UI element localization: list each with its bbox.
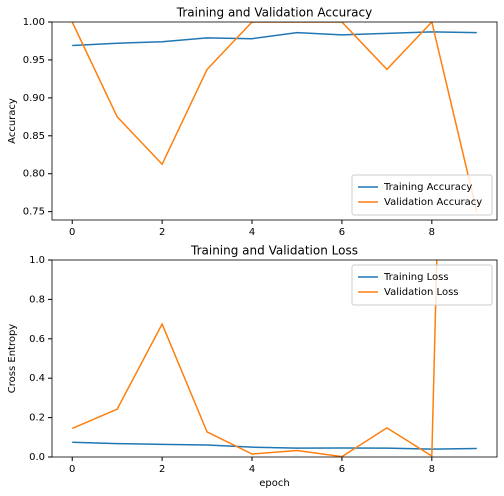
x-tick-label: 0	[69, 227, 75, 238]
y-tick-label: 1.0	[29, 255, 45, 266]
y-tick-label: 0.0	[29, 452, 45, 463]
legend-label: Training Accuracy	[383, 182, 472, 193]
y-tick-label: 0.4	[29, 373, 45, 384]
x-tick-label: 6	[339, 227, 345, 238]
subplot: 0.0 0.2 0.4 0.6 0.8 1.0 0 2 4 6 8 Training and Vali…	[7, 244, 498, 489]
legend-box	[351, 264, 493, 306]
y-tick-label: 0.2	[29, 413, 45, 424]
legend-box	[351, 174, 493, 216]
y-tick-label: 0.80	[23, 169, 45, 180]
legend-label: Training Loss	[383, 272, 449, 283]
y-tick-label: 0.90	[23, 93, 45, 104]
y-tick-label: 0.8	[29, 294, 45, 305]
x-tick-label: 0	[69, 464, 75, 475]
series-line	[71, 22, 478, 212]
series-line	[72, 31, 477, 47]
subplot-title: Training and Validation Accuracy	[176, 6, 372, 20]
legend-label: Validation Loss	[384, 287, 459, 298]
legend-label: Validation Accuracy	[384, 197, 482, 208]
x-tick-label: 4	[249, 464, 255, 475]
series-line	[71, 260, 438, 457]
subplot-title: Training and Validation Loss	[190, 244, 358, 258]
subplot: 0.75 0.80 0.85 0.90 0.95 1.00 0 2 4 6 8 Training an…	[7, 6, 498, 238]
y-tick-label: 0.75	[23, 207, 45, 218]
y-tick-label: 0.95	[23, 55, 45, 66]
x-tick-label: 4	[249, 227, 255, 238]
y-tick-label: 0.6	[29, 334, 45, 345]
y-tick-label: 1.00	[23, 17, 45, 28]
y-tick-label: 0.85	[23, 131, 45, 142]
series-line	[72, 441, 477, 450]
x-tick-label: 2	[159, 227, 165, 238]
y-axis-label: Cross Entropy	[7, 324, 18, 394]
x-tick-label: 6	[339, 464, 345, 475]
x-tick-label: 8	[429, 227, 435, 238]
y-axis-label: Accuracy	[7, 98, 18, 144]
x-axis-label: epoch	[259, 478, 289, 489]
plot-frame	[51, 259, 498, 458]
plot-frame	[51, 21, 498, 221]
x-tick-label: 8	[429, 464, 435, 475]
x-tick-label: 2	[159, 464, 165, 475]
